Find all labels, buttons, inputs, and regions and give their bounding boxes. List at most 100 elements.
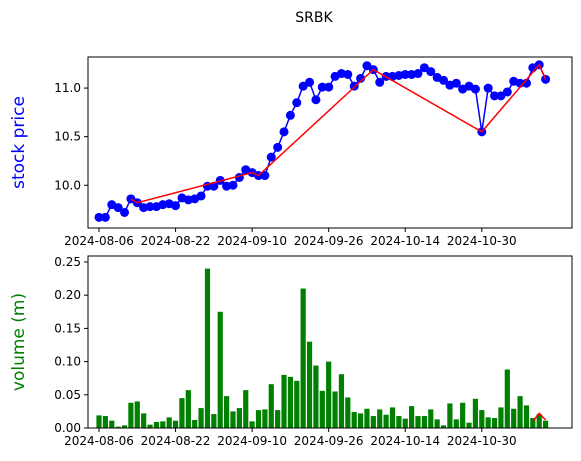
bar xyxy=(396,416,402,428)
x-tick-label: 2024-08-06 xyxy=(64,234,134,248)
y-tick-label: 10.5 xyxy=(54,130,81,144)
point xyxy=(100,212,110,222)
bar xyxy=(166,417,172,428)
point xyxy=(317,82,327,92)
y-tick-label: 0.05 xyxy=(54,388,81,402)
point xyxy=(273,142,283,152)
bar xyxy=(345,397,351,428)
bar xyxy=(294,380,300,428)
point xyxy=(305,77,315,87)
bar xyxy=(383,414,389,428)
point xyxy=(94,212,104,222)
x-tick-label: 2024-09-10 xyxy=(217,234,287,248)
bar xyxy=(128,402,134,428)
bar xyxy=(498,407,504,428)
y-axis-label: volume (m) xyxy=(9,293,29,391)
point xyxy=(266,152,276,162)
point xyxy=(375,77,385,87)
bar xyxy=(460,402,466,428)
bar xyxy=(115,426,121,428)
y-tick-label: 11.0 xyxy=(54,81,81,95)
bar xyxy=(255,410,262,428)
bar xyxy=(415,416,421,428)
bar xyxy=(326,361,332,428)
y-tick-label: 0.10 xyxy=(54,355,81,369)
point xyxy=(343,69,353,79)
bar xyxy=(243,390,249,428)
bar xyxy=(313,365,319,428)
bar xyxy=(268,384,274,428)
bar xyxy=(466,422,472,428)
point xyxy=(171,201,181,211)
bar xyxy=(102,416,108,428)
x-tick-label: 2024-10-30 xyxy=(447,434,517,448)
point xyxy=(502,87,512,97)
bar xyxy=(204,268,211,428)
x-tick-label: 2024-09-26 xyxy=(294,434,364,448)
point xyxy=(521,78,531,88)
bar xyxy=(479,410,485,428)
point xyxy=(113,203,123,213)
y-tick-label: 0.20 xyxy=(54,288,81,302)
point xyxy=(470,84,480,94)
bar xyxy=(141,413,147,428)
point xyxy=(196,191,206,201)
x-tick-label: 2024-10-14 xyxy=(370,234,440,248)
y-tick-label: 10.0 xyxy=(54,178,81,192)
bar xyxy=(287,376,293,428)
bar xyxy=(504,369,510,428)
bar xyxy=(440,425,447,428)
bar xyxy=(370,416,376,428)
y-axis-label: stock price xyxy=(9,96,29,189)
bar xyxy=(198,408,204,428)
bar xyxy=(409,406,415,428)
bar xyxy=(192,420,198,428)
point xyxy=(120,207,130,217)
bar xyxy=(319,390,325,428)
point xyxy=(426,67,436,77)
bar xyxy=(447,403,453,428)
bar xyxy=(134,401,140,428)
bar xyxy=(364,408,370,428)
bar xyxy=(530,418,536,428)
bar xyxy=(121,425,128,428)
bar xyxy=(491,418,498,428)
bar xyxy=(351,412,357,428)
line xyxy=(532,412,547,422)
point xyxy=(356,73,366,83)
point xyxy=(413,69,423,79)
x-tick-label: 2024-10-30 xyxy=(447,234,517,248)
bar xyxy=(377,409,383,428)
bar xyxy=(389,407,396,428)
bar xyxy=(262,409,268,428)
point xyxy=(490,91,500,101)
bar xyxy=(230,411,236,428)
bar xyxy=(434,419,440,428)
bar xyxy=(153,422,160,428)
bar xyxy=(543,420,549,428)
bar xyxy=(421,416,427,428)
bar xyxy=(236,408,242,428)
bar xyxy=(147,424,153,428)
bar xyxy=(109,420,115,428)
bar xyxy=(453,419,459,428)
bar xyxy=(402,418,408,428)
point xyxy=(400,69,410,79)
point xyxy=(228,180,238,190)
bar xyxy=(96,415,102,428)
x-tick-label: 2024-08-22 xyxy=(141,234,211,248)
point xyxy=(439,75,449,85)
bar xyxy=(172,420,179,428)
bar xyxy=(517,396,523,428)
line xyxy=(130,63,547,204)
point xyxy=(279,127,289,137)
bar xyxy=(300,288,306,428)
point xyxy=(451,78,461,88)
bar xyxy=(472,398,479,428)
y-tick-label: 0.00 xyxy=(54,421,81,435)
y-tick-label: 0.15 xyxy=(54,321,81,335)
point xyxy=(285,110,295,120)
bar xyxy=(511,408,517,428)
y-tick-label: 0.25 xyxy=(54,255,81,269)
